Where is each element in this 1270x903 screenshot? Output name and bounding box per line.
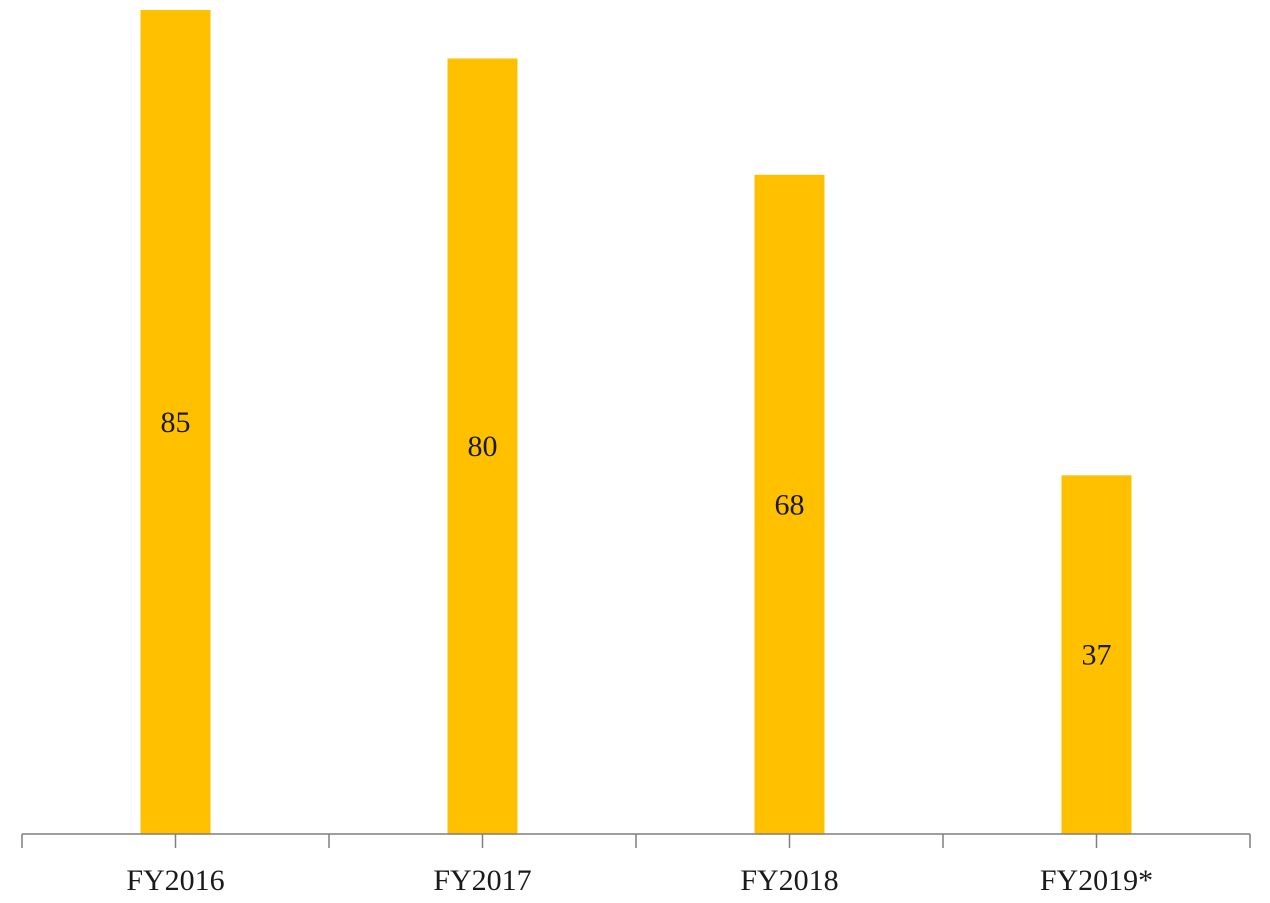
x-tick-label: FY2017 [433, 864, 531, 897]
data-label: 37 [1082, 639, 1112, 672]
data-label: 68 [775, 488, 805, 521]
data-label: 85 [161, 406, 191, 439]
bar-fy2017 [447, 58, 518, 835]
x-tick-label: FY2018 [740, 864, 838, 897]
data-label: 80 [468, 430, 498, 463]
data-labels-layer: 85 80 68 37 [161, 406, 1112, 672]
bar-fy2019 [1061, 475, 1132, 834]
x-tick-label: FY2016 [126, 864, 224, 897]
bars-layer [140, 10, 1132, 835]
bar-fy2018 [754, 174, 825, 835]
x-tick-label: FY2019* [1040, 864, 1153, 897]
x-axis: FY2016 FY2017 FY2018 FY2019* [21, 833, 1251, 897]
bar-fy2016 [140, 10, 211, 834]
